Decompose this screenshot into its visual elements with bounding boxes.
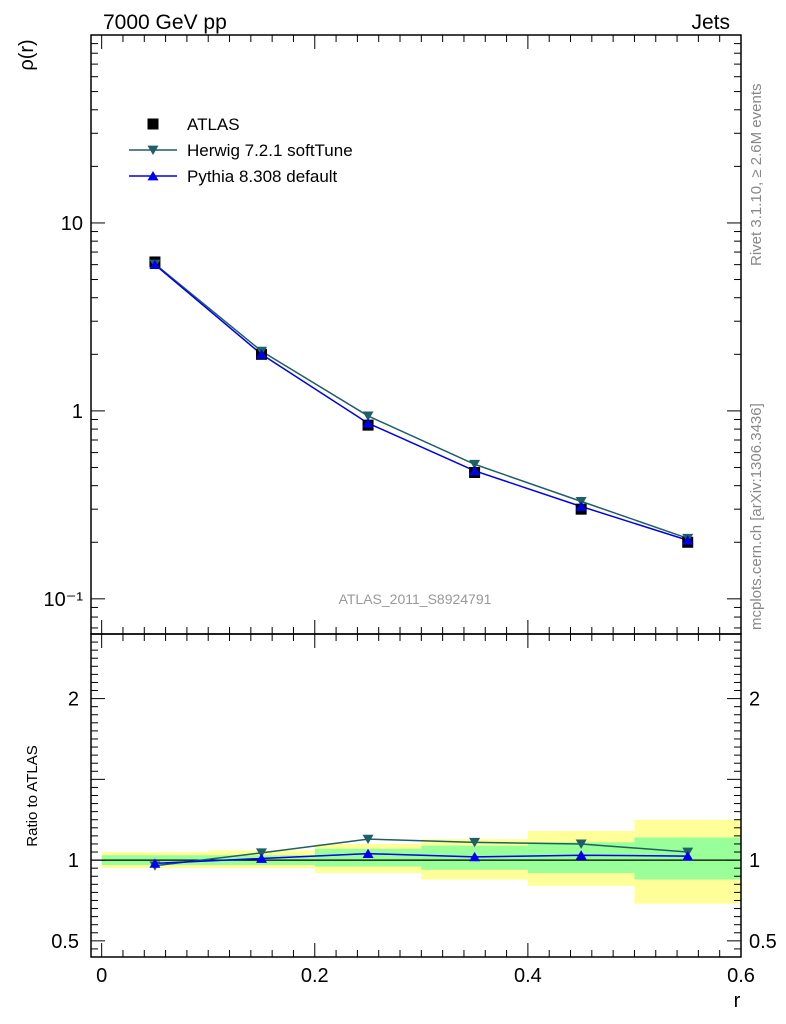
pythia-point bbox=[575, 501, 587, 511]
legend-marker bbox=[147, 145, 159, 155]
herwig-point bbox=[469, 459, 481, 470]
pythia-point bbox=[255, 349, 267, 359]
pythia-point bbox=[682, 535, 694, 545]
ratio-y-tick-label: 2 bbox=[68, 689, 79, 711]
x-tick-label: 0.4 bbox=[514, 965, 542, 987]
ratio-panel-frame bbox=[90, 633, 742, 958]
ratio-y-tick-label-right: 2 bbox=[749, 689, 760, 711]
energy-label: 7000 GeV pp bbox=[103, 11, 227, 34]
x-tick-label: 0.2 bbox=[301, 965, 329, 987]
legend: ATLAS Herwig 7.2.1 softTune Pythia 8.308 d… bbox=[129, 115, 353, 186]
x-tick-label: 0 bbox=[96, 965, 107, 987]
pythia-ratio-point bbox=[255, 853, 267, 863]
data-series bbox=[149, 256, 694, 871]
pythia-ratio-point bbox=[149, 858, 161, 868]
pythia-point bbox=[362, 418, 374, 428]
pythia-point bbox=[469, 465, 481, 476]
plot-frames bbox=[90, 34, 742, 958]
x-tick-label: 0.6 bbox=[727, 965, 755, 987]
main-y-tick-label: 10⁻¹ bbox=[44, 589, 84, 611]
legend-marker bbox=[147, 118, 159, 130]
main-y-tick-label: 1 bbox=[72, 401, 83, 423]
process-label: Jets bbox=[691, 11, 730, 34]
main-y-tick-label: 10 bbox=[61, 213, 83, 235]
legend-label: Pythia 8.308 default bbox=[187, 167, 338, 186]
pythia-ratio-point bbox=[469, 851, 481, 862]
x-axis-title: r bbox=[734, 990, 741, 1012]
pythia-ratio-point bbox=[682, 851, 694, 861]
herwig-ratio-point bbox=[255, 848, 267, 858]
herwig-point bbox=[362, 411, 374, 421]
ratio-y-tick-label: 1 bbox=[68, 850, 79, 872]
series-line bbox=[154, 263, 688, 539]
tick-labels: 10⁻¹ 1 10 0.5 0.5 1 1 2 2 0 0.2 0.4 0.6 bbox=[44, 213, 777, 987]
herwig-ratio-point bbox=[575, 839, 587, 849]
axes-ticks bbox=[91, 34, 742, 957]
pythia-ratio-point bbox=[362, 848, 374, 859]
rivet-version-label: Rivet 3.1.10, ≥ 2.6M events bbox=[748, 84, 765, 267]
legend-label: ATLAS bbox=[187, 115, 240, 134]
herwig-ratio-point bbox=[362, 834, 374, 845]
ratio-y-tick-label-right: 0.5 bbox=[749, 931, 777, 953]
legend-label: Herwig 7.2.1 softTune bbox=[187, 141, 353, 160]
series-line bbox=[154, 264, 688, 541]
ratio-series-line bbox=[154, 838, 688, 867]
ratio-series-line bbox=[154, 852, 688, 865]
main-y-axis-title: ρ(r) bbox=[16, 39, 38, 70]
legend-marker bbox=[147, 171, 159, 181]
herwig-ratio-point bbox=[469, 837, 481, 848]
pythia-ratio-point bbox=[575, 850, 587, 860]
pythia-point bbox=[149, 259, 161, 270]
analysis-watermark: ATLAS_2011_S8924791 bbox=[339, 591, 492, 607]
ratio-uncertainty-bands bbox=[91, 819, 741, 904]
ratio-y-tick-label-right: 1 bbox=[749, 850, 760, 872]
ratio-y-tick-label: 0.5 bbox=[51, 931, 79, 953]
source-label: mcplots.cern.ch [arXiv:1306.3436] bbox=[748, 403, 765, 630]
ratio-y-axis-title: Ratio to ATLAS bbox=[24, 745, 41, 846]
